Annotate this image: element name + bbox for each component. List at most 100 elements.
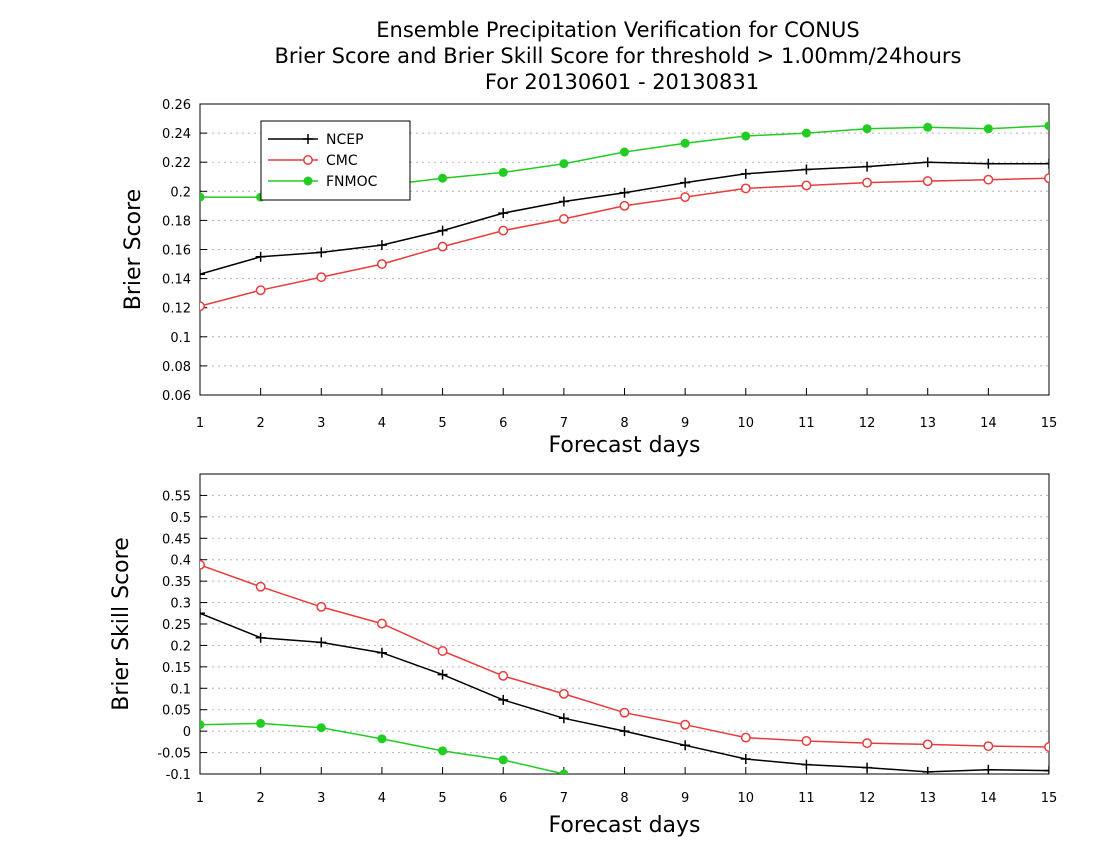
x-tick-label: 1 bbox=[196, 791, 204, 806]
x-tick-label: 2 bbox=[257, 791, 265, 806]
data-point bbox=[741, 131, 751, 141]
data-point bbox=[619, 707, 630, 718]
legend-marker-ncep bbox=[303, 134, 313, 144]
data-point bbox=[558, 213, 569, 224]
legend: NCEP CMC FNMOC bbox=[260, 120, 411, 201]
data-point bbox=[1044, 158, 1049, 169]
y-tick-label: 0.12 bbox=[162, 302, 191, 317]
y-tick-label: 0.18 bbox=[162, 214, 191, 229]
data-point bbox=[801, 180, 812, 191]
brier-score-panel: 0.06 0.08 0.1 0.12 0.14 0.16 0.18 0.2 0.22 0.24 0.… bbox=[121, 98, 1057, 458]
x-tick-label: 10 bbox=[738, 791, 755, 806]
y-tick-label: 0.5 bbox=[170, 511, 191, 526]
data-point bbox=[680, 192, 691, 203]
data-point bbox=[619, 726, 630, 737]
data-point bbox=[558, 688, 569, 699]
x-axis-title: Forecast days bbox=[548, 813, 700, 838]
x-tick-label: 15 bbox=[1041, 416, 1058, 431]
legend-item-fnmoc: FNMOC bbox=[268, 174, 378, 190]
data-point bbox=[559, 769, 569, 774]
data-point bbox=[498, 167, 508, 177]
data-point bbox=[680, 740, 691, 751]
legend-label-cmc: CMC bbox=[326, 153, 358, 169]
data-point bbox=[437, 225, 448, 236]
data-point bbox=[922, 176, 933, 187]
data-point bbox=[983, 158, 994, 169]
x-tick-label: 6 bbox=[499, 416, 507, 431]
data-point bbox=[438, 746, 448, 756]
data-point bbox=[255, 251, 266, 262]
x-tick-label: 12 bbox=[859, 416, 876, 431]
y-tick-label: 0.1 bbox=[170, 682, 191, 697]
data-point bbox=[740, 732, 751, 743]
y-tick-label: 0.16 bbox=[162, 244, 191, 259]
data-point bbox=[200, 559, 205, 570]
y-tick-label: -0.1 bbox=[166, 768, 191, 783]
series-ncep bbox=[200, 608, 1049, 774]
x-tick-label: 2 bbox=[257, 416, 265, 431]
series-line-cmc bbox=[200, 564, 1049, 748]
data-point bbox=[801, 128, 811, 138]
x-tick-label: 11 bbox=[798, 791, 815, 806]
data-point bbox=[200, 192, 205, 202]
y-axis: 0.06 0.08 0.1 0.12 0.14 0.16 0.18 0.2 0.22 0.24 0.… bbox=[162, 98, 207, 404]
data-point bbox=[498, 694, 509, 705]
data-point bbox=[200, 269, 205, 280]
x-tick-label: 13 bbox=[919, 791, 936, 806]
data-point bbox=[200, 301, 205, 312]
x-tick-label: 9 bbox=[681, 791, 689, 806]
x-tick-label: 3 bbox=[317, 791, 325, 806]
data-point bbox=[438, 173, 448, 183]
x-tick-label: 5 bbox=[438, 791, 446, 806]
data-point bbox=[316, 637, 327, 648]
legend-item-ncep: NCEP bbox=[268, 132, 364, 148]
data-point bbox=[680, 138, 690, 148]
y-tick-label: 0.15 bbox=[162, 661, 191, 676]
x-tick-label: 12 bbox=[859, 791, 876, 806]
x-tick-label: 8 bbox=[620, 416, 628, 431]
data-point bbox=[316, 272, 327, 283]
x-tick-label: 4 bbox=[378, 791, 386, 806]
data-point bbox=[922, 766, 933, 774]
data-point bbox=[680, 177, 691, 188]
series-fnmoc bbox=[200, 718, 569, 774]
y-tick-label: 0.55 bbox=[162, 489, 191, 504]
data-point bbox=[255, 285, 266, 296]
x-tick-label: 11 bbox=[798, 416, 815, 431]
data-point bbox=[983, 741, 994, 752]
y-tick-label: 0.1 bbox=[170, 331, 191, 346]
data-point bbox=[619, 187, 630, 198]
legend-label-ncep: NCEP bbox=[326, 132, 364, 148]
series-ncep bbox=[200, 157, 1049, 280]
data-point bbox=[559, 159, 569, 169]
data-point bbox=[1044, 765, 1049, 774]
y-axis-title: Brier Skill Score bbox=[109, 537, 134, 710]
data-point bbox=[376, 647, 387, 658]
legend-item-cmc: CMC bbox=[268, 153, 358, 169]
legend-marker-fnmoc bbox=[303, 176, 313, 186]
data-point bbox=[558, 713, 569, 724]
y-tick-label: 0.05 bbox=[162, 704, 191, 719]
data-point bbox=[437, 669, 448, 680]
data-point bbox=[437, 241, 448, 252]
x-tick-label: 14 bbox=[980, 416, 997, 431]
y-axis: -0.1 -0.05 0 0.05 0.1 0.15 0.2 0.25 0.3 0.35 0.4 0.… bbox=[157, 489, 207, 783]
data-point bbox=[801, 736, 812, 746]
series-cmc bbox=[200, 173, 1049, 312]
data-point bbox=[376, 259, 387, 269]
x-tick-label: 4 bbox=[378, 416, 386, 431]
data-point bbox=[1044, 121, 1049, 131]
y-tick-label: -0.05 bbox=[157, 747, 191, 762]
x-tick-label: 13 bbox=[919, 416, 936, 431]
x-tick-label: 5 bbox=[438, 416, 446, 431]
data-point bbox=[801, 164, 812, 175]
data-point bbox=[558, 196, 569, 207]
x-tick-label: 3 bbox=[317, 416, 325, 431]
y-tick-label: 0.45 bbox=[162, 532, 191, 547]
data-point bbox=[862, 738, 873, 749]
y-tick-label: 0.08 bbox=[162, 360, 191, 375]
x-tick-label: 6 bbox=[499, 791, 507, 806]
x-tick-label: 8 bbox=[620, 791, 628, 806]
data-point bbox=[316, 601, 327, 612]
